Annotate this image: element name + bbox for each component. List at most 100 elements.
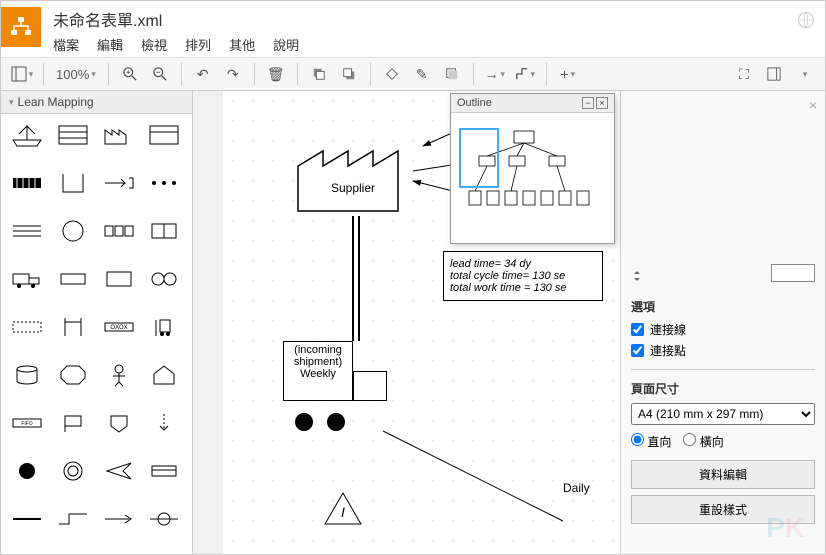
page-size-select[interactable]: A4 (210 mm x 297 mm) xyxy=(631,403,815,425)
shape-palette: OXOX FIFO xyxy=(1,114,192,554)
shape-lines[interactable] xyxy=(7,216,47,246)
outline-body[interactable] xyxy=(451,113,614,243)
shape-step[interactable] xyxy=(53,504,93,534)
shape-bracket[interactable] xyxy=(53,168,93,198)
inventory-triangle[interactable]: I xyxy=(323,491,363,531)
shape-truck[interactable] xyxy=(7,264,47,294)
outline-minimize-icon[interactable]: − xyxy=(582,97,594,109)
shape-cross-circle[interactable] xyxy=(144,504,184,534)
to-front-icon[interactable] xyxy=(306,61,332,87)
shape-process[interactable] xyxy=(53,264,93,294)
shape-goal[interactable] xyxy=(53,312,93,342)
palette-header[interactable]: Lean Mapping xyxy=(1,91,192,114)
outline-header[interactable]: Outline − × xyxy=(451,94,614,113)
separator xyxy=(43,63,44,85)
fill-swatch[interactable] xyxy=(771,264,815,282)
shadow-icon[interactable] xyxy=(439,61,465,87)
edit-data-button[interactable]: 資料編輯 xyxy=(631,460,815,489)
shape-tag[interactable] xyxy=(99,408,139,438)
delete-icon[interactable]: 🗑 xyxy=(263,61,289,87)
shape-striped[interactable] xyxy=(7,168,47,198)
svg-text:I: I xyxy=(341,504,345,520)
zoom-level[interactable]: 100% xyxy=(52,67,100,82)
supplier-label: Supplier xyxy=(293,181,413,195)
expand-icon[interactable] xyxy=(791,61,817,87)
separator xyxy=(546,63,547,85)
radio-landscape[interactable]: 橫向 xyxy=(683,433,723,450)
zoom-in-icon[interactable] xyxy=(117,61,143,87)
header-main: 未命名表單.xml 檔案 編輯 檢視 排列 其他 說明 xyxy=(53,7,797,54)
databox[interactable]: lead time= 34 dy total cycle time= 130 s… xyxy=(443,251,603,301)
format-panel-icon[interactable] xyxy=(761,61,787,87)
menu-arrange[interactable]: 排列 xyxy=(185,35,211,54)
reset-style-button[interactable]: 重設樣式 xyxy=(631,495,815,524)
shape-boxes[interactable] xyxy=(99,216,139,246)
menu-help[interactable]: 說明 xyxy=(273,35,299,54)
shape-flag[interactable] xyxy=(53,408,93,438)
shape-oxox[interactable]: OXOX xyxy=(99,312,139,342)
waypoint-icon[interactable] xyxy=(512,61,538,87)
separator xyxy=(108,63,109,85)
shape-arrow2[interactable] xyxy=(99,504,139,534)
language-icon[interactable] xyxy=(797,11,815,29)
chk-connection-lines[interactable]: 連接線 xyxy=(631,321,815,338)
shape-signal[interactable] xyxy=(99,168,139,198)
menu-view[interactable]: 檢視 xyxy=(141,35,167,54)
shape-boat[interactable] xyxy=(7,120,47,150)
redo-icon[interactable]: ↷ xyxy=(220,61,246,87)
shape-card[interactable] xyxy=(99,264,139,294)
fullscreen-icon[interactable]: ⛶ xyxy=(731,61,757,87)
header: 未命名表單.xml 檔案 編輯 檢視 排列 其他 說明 xyxy=(1,1,825,57)
truck-shape[interactable]: (incoming shipment) Weekly xyxy=(283,341,393,431)
radio-portrait[interactable]: 直向 xyxy=(631,433,671,450)
shape-table[interactable] xyxy=(53,120,93,150)
outline-panel[interactable]: Outline − × xyxy=(450,93,615,244)
close-panel-icon[interactable]: × xyxy=(809,97,817,113)
separator xyxy=(370,63,371,85)
shape-databox[interactable] xyxy=(144,120,184,150)
shape-house[interactable] xyxy=(144,360,184,390)
shape-filled-circle[interactable] xyxy=(7,456,47,486)
to-back-icon[interactable] xyxy=(336,61,362,87)
shape-hline[interactable] xyxy=(7,504,47,534)
app-logo[interactable] xyxy=(1,7,41,47)
supplier-shape[interactable]: Supplier xyxy=(293,136,413,216)
menu-file[interactable]: 檔案 xyxy=(53,35,79,54)
fill-color-icon[interactable] xyxy=(379,61,405,87)
connection-icon[interactable]: → xyxy=(482,61,508,87)
outline-viewport[interactable] xyxy=(459,128,499,188)
add-icon[interactable]: + xyxy=(555,61,581,87)
shape-octagon[interactable] xyxy=(53,360,93,390)
shape-forklift[interactable] xyxy=(144,312,184,342)
shape-circle[interactable] xyxy=(53,216,93,246)
shape-split[interactable] xyxy=(144,216,184,246)
line-color-icon[interactable]: ✎ xyxy=(409,61,435,87)
shape-dashed[interactable] xyxy=(7,312,47,342)
filename[interactable]: 未命名表單.xml xyxy=(53,7,797,31)
shape-factory[interactable] xyxy=(99,120,139,150)
shape-arrow-down[interactable] xyxy=(144,408,184,438)
view-mode-button[interactable] xyxy=(9,61,35,87)
shape-ring[interactable] xyxy=(53,456,93,486)
shape-panel[interactable] xyxy=(144,456,184,486)
undo-icon[interactable]: ↶ xyxy=(190,61,216,87)
chk-connection-points[interactable]: 連接點 xyxy=(631,342,815,359)
shape-glasses[interactable] xyxy=(144,264,184,294)
outline-close-icon[interactable]: × xyxy=(596,97,608,109)
shape-cylinder[interactable] xyxy=(7,360,47,390)
shape-plane[interactable] xyxy=(99,456,139,486)
sidebar: Lean Mapping OXOX xyxy=(1,91,193,554)
separator xyxy=(297,63,298,85)
menu-extras[interactable]: 其他 xyxy=(229,35,255,54)
shape-dots[interactable] xyxy=(144,168,184,198)
format-panel: × 選項 連接線 連接點 頁面尺寸 A4 (210 mm x 297 mm) 直… xyxy=(620,91,825,554)
shape-fifo[interactable]: FIFO xyxy=(7,408,47,438)
menu-edit[interactable]: 編輯 xyxy=(97,35,123,54)
up-down-icon[interactable] xyxy=(631,270,643,282)
options-title: 選項 xyxy=(631,298,815,315)
svg-text:FIFO: FIFO xyxy=(21,421,32,427)
shape-person[interactable] xyxy=(99,360,139,390)
separator xyxy=(254,63,255,85)
daily-label: Daily xyxy=(563,481,590,495)
zoom-out-icon[interactable] xyxy=(147,61,173,87)
